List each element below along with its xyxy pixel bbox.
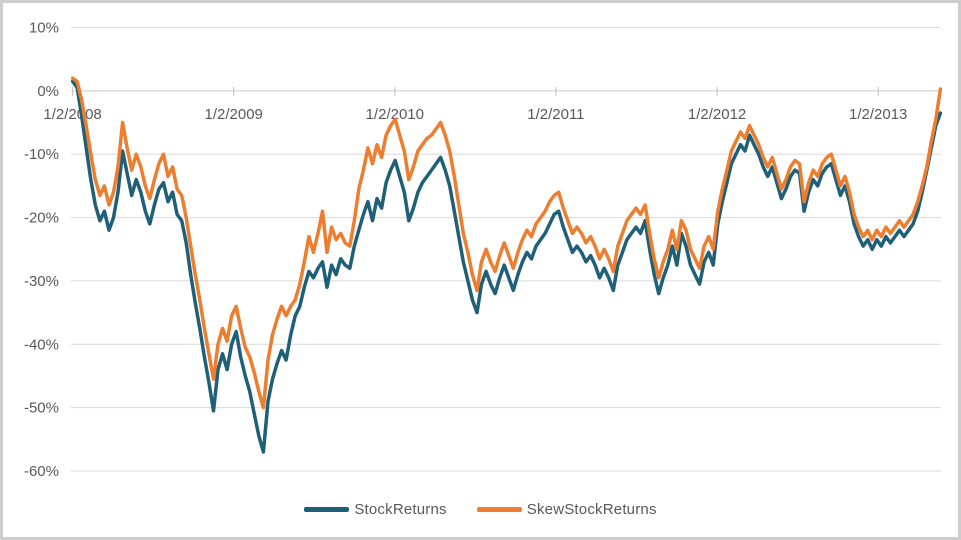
series-line-skewstockreturns (70, 76, 943, 410)
y-tick-label: -50% (24, 400, 59, 417)
legend-item-stockreturns: StockReturns (304, 501, 447, 518)
legend-label-stockreturns: StockReturns (354, 501, 447, 518)
x-tick-label: 1/2/2011 (527, 106, 584, 123)
x-tick-label: 1/2/2008 (43, 106, 101, 123)
legend-item-skewstockreturns: SkewStockReturns (476, 501, 657, 518)
x-tick-label: 1/2/2009 (205, 106, 263, 123)
y-tick-label: 0% (37, 83, 59, 100)
legend-swatch-skewstockreturns (476, 507, 522, 512)
y-tick-label: -10% (24, 146, 59, 163)
legend: StockReturns SkewStockReturns (3, 501, 958, 518)
chart-svg: 10% 0% -10% -20% -30% -40% -50% -60% 1/2/2008 1/2… (24, 20, 943, 480)
x-tick-label: 1/2/2012 (688, 106, 746, 123)
legend-label-skewstockreturns: SkewStockReturns (526, 501, 657, 518)
y-tick-label: -30% (24, 273, 59, 290)
series-line-stockreturns (70, 79, 943, 454)
y-tick-label: 10% (29, 20, 59, 37)
x-tick-label: 1/2/2010 (366, 106, 424, 123)
x-tick-label: 1/2/2013 (849, 106, 907, 123)
legend-swatch-stockreturns (304, 507, 350, 512)
y-tick-label: -60% (24, 463, 59, 480)
y-tick-label: -20% (24, 210, 59, 227)
y-tick-label: -40% (24, 336, 59, 353)
